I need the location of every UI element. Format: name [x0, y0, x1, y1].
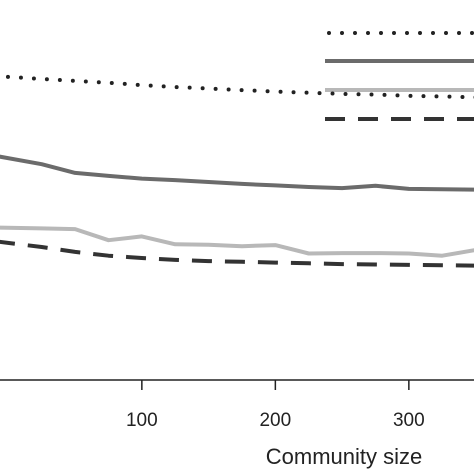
- x-axis-title: Community size: [266, 444, 422, 469]
- series-line-4: [0, 239, 474, 268]
- x-tick-label-200: 200: [259, 410, 291, 431]
- series-line-2: [0, 154, 474, 192]
- series-line-3: [0, 225, 474, 258]
- series-layer: [0, 74, 474, 268]
- x-tick-label-300: 300: [393, 410, 425, 431]
- series-line-1: [0, 74, 474, 100]
- x-tick-label-100: 100: [126, 410, 158, 431]
- x-axis: 100200300400: [0, 379, 474, 431]
- legend: [325, 31, 474, 121]
